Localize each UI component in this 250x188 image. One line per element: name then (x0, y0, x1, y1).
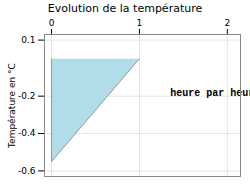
svg-text:2: 2 (224, 18, 230, 28)
svg-text:0.1: 0.1 (21, 35, 35, 45)
svg-text:-0.6: -0.6 (18, 166, 36, 176)
svg-text:Température en °C: Température en °C (7, 63, 17, 149)
svg-text:heure par heure: heure par heure (170, 88, 250, 99)
svg-text:1: 1 (137, 18, 143, 28)
svg-text:-0.2: -0.2 (18, 91, 36, 101)
svg-text:0: 0 (49, 18, 55, 28)
svg-text:-0.4: -0.4 (18, 128, 36, 138)
html-text:Evolution de la température: Evolution de la température (47, 2, 203, 15)
